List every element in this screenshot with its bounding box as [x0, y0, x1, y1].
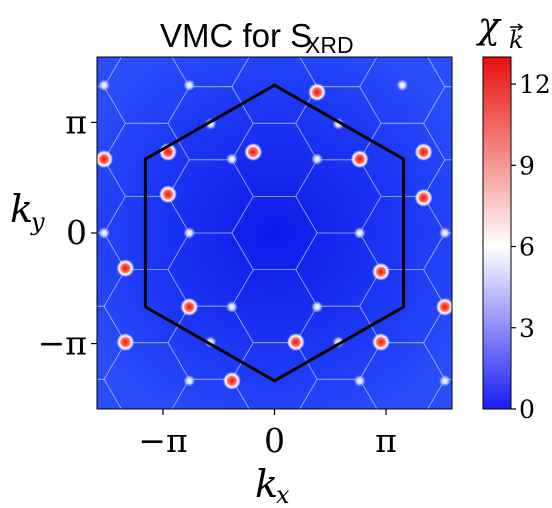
y-tick-label: −π	[38, 324, 87, 363]
peak-weak	[225, 153, 238, 166]
colorbar-ticks: 0 3 6 9 12	[511, 70, 551, 424]
y-tick-label: π	[65, 102, 87, 141]
colorbar-tick-label: 9	[519, 151, 535, 180]
colorbar-tick-label: 6	[519, 233, 535, 262]
peak-strong	[372, 262, 390, 281]
peak-strong	[414, 143, 433, 161]
colorbar-label: χ	[475, 6, 502, 47]
peak-weak	[396, 79, 409, 92]
peak-strong	[159, 185, 177, 204]
peak-strong	[244, 143, 263, 161]
x-tick-label: 0	[264, 421, 285, 460]
hex-cell	[360, 0, 445, 50]
peak-weak	[98, 79, 111, 92]
peak-weak	[183, 227, 196, 239]
y-axis-label-subscript: y	[30, 208, 45, 236]
peak-strong	[308, 83, 327, 102]
colorbar-label-subscript: k	[509, 26, 524, 54]
x-axis-ticks: −π 0 π	[138, 409, 397, 460]
chart-title-subscript: XRD	[305, 32, 354, 58]
colorbar-tick-label: 3	[519, 314, 535, 343]
vector-arrow-icon	[510, 23, 524, 31]
hex-cell	[423, 86, 452, 161]
peak-weak	[438, 374, 451, 387]
peak-weak	[353, 227, 366, 239]
hex-cell	[423, 232, 452, 307]
hex-cell	[360, 416, 445, 489]
peak-strong	[435, 297, 452, 316]
peak-weak	[183, 374, 196, 387]
colorbar-tick-label: 12	[519, 70, 551, 99]
x-axis-label-subscript: x	[276, 481, 290, 508]
y-axis-ticks: π 0 −π	[38, 102, 97, 363]
hex-cell	[423, 305, 452, 380]
y-axis-label: k	[10, 187, 33, 231]
peak-markers	[97, 79, 452, 390]
colorbar	[482, 56, 512, 410]
y-tick-label: 0	[66, 213, 87, 252]
x-tick-label: −π	[138, 421, 187, 460]
peak-strong	[116, 259, 135, 278]
brillouin-zone-outline	[143, 83, 406, 383]
heatmap-background	[97, 57, 452, 409]
heatmap-area	[97, 0, 452, 489]
peak-strong	[180, 297, 199, 316]
colorbar-tick-label: 0	[519, 395, 535, 424]
peak-weak	[311, 153, 324, 166]
peak-strong	[116, 333, 135, 352]
peak-weak	[311, 300, 324, 313]
x-axis-label: k	[255, 462, 278, 506]
peak-strong	[350, 150, 369, 169]
chart-title: VMC for S	[160, 17, 312, 54]
peak-strong	[97, 150, 114, 169]
peak-strong	[286, 333, 305, 352]
peak-strong	[222, 371, 241, 390]
peak-strong	[414, 188, 433, 207]
peak-weak	[438, 227, 451, 239]
peak-weak	[353, 374, 366, 387]
peak-strong	[372, 333, 390, 352]
x-tick-label: π	[375, 421, 397, 460]
peak-weak	[225, 300, 238, 313]
peak-weak	[98, 227, 111, 239]
peak-weak	[183, 79, 196, 92]
